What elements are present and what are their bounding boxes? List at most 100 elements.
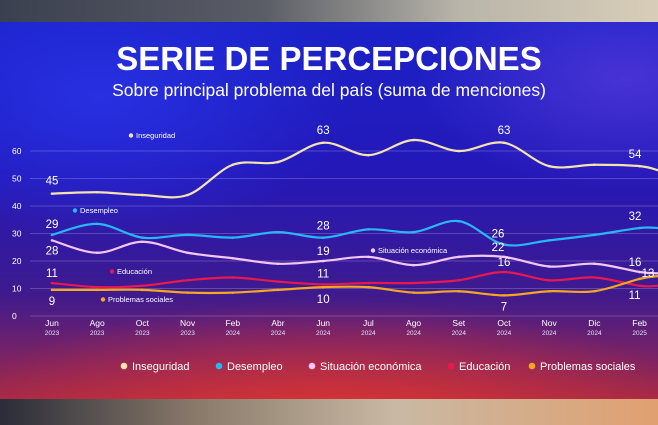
data-point [95,288,99,292]
data-point [231,276,235,279]
data-label: 13 [642,268,655,280]
data-point [593,262,596,266]
data-label: 11 [46,268,58,280]
data-label: 22 [492,242,505,254]
data-point [141,288,144,292]
x-tick-year: 2024 [587,330,602,337]
x-tick-month: Oct [497,318,511,328]
data-point [141,193,144,197]
data-point [50,239,54,242]
series-annotation: Desempleo [80,206,118,215]
x-tick-year: 2024 [226,330,241,337]
x-tick-year: 2024 [542,330,557,337]
x-tick-year: 2023 [135,330,150,337]
data-point [457,255,461,259]
data-point [367,255,370,259]
data-point [186,291,189,294]
data-point [502,270,506,274]
data-point [457,278,461,282]
data-point [50,233,54,237]
x-tick-month: Nov [542,318,558,328]
x-tick-month: Set [452,318,465,328]
data-point [593,163,596,167]
data-point [141,236,144,239]
data-point [231,236,235,239]
data-label: 45 [46,176,59,188]
x-tick-month: Jun [316,318,330,328]
x-tick-month: Feb [225,318,240,328]
data-point [95,285,99,289]
data-label: 32 [629,211,642,223]
background-photo-top [0,0,658,22]
data-label: 26 [492,229,505,241]
data-point [367,153,370,157]
data-point [547,265,551,268]
data-point [638,164,641,168]
series-annotation: Problemas sociales [108,295,173,304]
data-point [502,243,506,246]
data-point [186,278,189,282]
x-tick-year: 2024 [316,330,331,337]
data-label: 9 [49,296,55,308]
series-annotation: Inseguridad [136,131,175,140]
x-tick-year: 2023 [180,330,195,337]
data-point [593,276,596,279]
data-label: 29 [46,219,59,231]
x-tick-month: Oct [136,318,150,328]
y-tick-label: 0 [12,311,17,321]
series-annotation: Educación [117,267,152,276]
data-point [593,289,596,293]
annotation-dot [109,269,115,274]
data-label: 10 [317,294,330,306]
x-tick-month: Ago [406,318,421,328]
data-point [186,251,189,255]
y-tick-label: 60 [12,146,22,156]
x-tick-month: Nov [180,318,196,328]
x-tick-year: 2025 [632,330,647,337]
data-label: 11 [629,290,641,302]
data-label: 11 [317,268,329,280]
data-point [547,239,551,242]
x-tick-year: 2023 [45,330,60,337]
data-point [141,240,144,244]
x-tick-year: 2024 [497,330,512,337]
data-point [638,284,641,288]
page-subtitle: Sobre principal problema del país (suma … [112,80,546,100]
x-tick-month: Ago [90,318,105,328]
data-point [502,294,506,297]
annotation-dot [370,248,376,253]
series-line-inseguridad [50,138,658,199]
data-point [231,256,235,260]
data-point [638,270,641,274]
data-label: 63 [317,125,330,137]
legend-marker [528,362,536,370]
legend-marker [447,362,455,370]
x-tick-year: 2024 [406,330,421,337]
data-point [276,230,280,234]
data-point [276,280,280,283]
data-point [638,277,641,281]
data-point [276,288,280,292]
data-point [412,230,415,234]
data-point [638,226,641,230]
x-tick-month: Dic [588,318,601,328]
data-point [547,289,551,293]
data-point [367,228,370,231]
data-point [95,190,99,194]
data-point [457,219,461,223]
data-label: 16 [498,257,511,269]
data-point [276,262,280,266]
x-tick-year: 2024 [452,330,467,337]
data-point [412,263,415,267]
data-point [593,233,596,237]
data-label: 19 [317,246,330,258]
data-label: 16 [629,257,642,269]
data-point [412,291,415,294]
legend-marker [215,362,223,370]
y-tick-label: 40 [12,201,22,211]
annotation-dot [100,297,106,302]
data-point [141,284,144,288]
data-point [321,283,325,286]
data-point [412,138,415,142]
